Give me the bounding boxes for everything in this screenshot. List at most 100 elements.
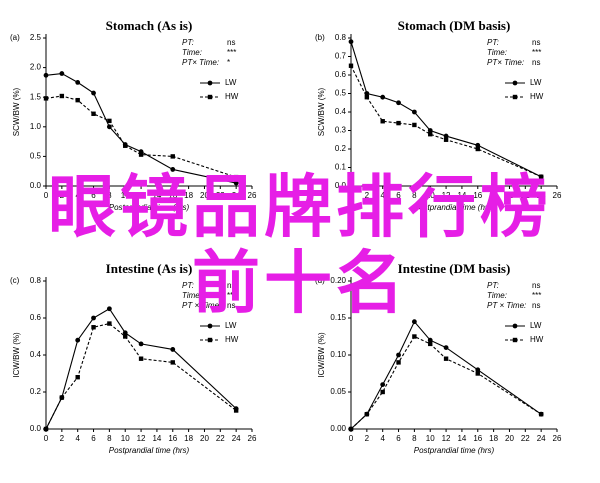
marker — [207, 323, 213, 329]
y-tick-label: 0.00 — [330, 424, 346, 433]
marker — [411, 319, 417, 325]
x-tick-label: 2 — [365, 434, 370, 443]
y-tick-label: 1.0 — [30, 122, 42, 131]
stat-value: * — [227, 58, 230, 67]
x-tick-label: 6 — [91, 434, 96, 443]
marker — [138, 356, 144, 361]
marker — [106, 124, 112, 130]
chart-title: Intestine (As is) — [106, 261, 193, 276]
y-axis-label: ICW/BW (%) — [317, 332, 326, 378]
stat-value: ns — [532, 58, 540, 67]
marker — [443, 137, 449, 142]
x-tick-label: 12 — [442, 191, 451, 200]
marker — [411, 109, 417, 115]
y-tick-label: 0.6 — [30, 313, 42, 322]
y-tick-label: 0.5 — [30, 152, 42, 161]
y-tick-label: 0.7 — [335, 52, 347, 61]
marker — [207, 94, 213, 100]
x-tick-label: 26 — [248, 434, 257, 443]
x-tick-label: 24 — [232, 191, 241, 200]
y-tick-label: 0.2 — [335, 144, 347, 153]
marker — [75, 80, 81, 85]
stat-value: ns — [227, 38, 235, 47]
stat-label: PT× Time: — [182, 58, 219, 67]
marker — [43, 96, 49, 101]
legend-label: LW — [530, 321, 542, 330]
marker — [233, 408, 239, 413]
panel-label: (a) — [10, 33, 20, 42]
x-tick-label: 8 — [412, 434, 417, 443]
x-tick-label: 20 — [200, 191, 209, 200]
y-axis-label: SCW/BW (%) — [317, 87, 326, 136]
x-tick-label: 24 — [232, 434, 241, 443]
x-tick-label: 4 — [75, 191, 80, 200]
y-tick-label: 0.10 — [330, 350, 346, 359]
marker — [233, 180, 239, 186]
overlay-text: 前十名 — [192, 245, 408, 324]
y-tick-label: 0.5 — [335, 89, 347, 98]
x-tick-label: 10 — [121, 434, 130, 443]
x-tick-label: 8 — [107, 191, 112, 200]
y-axis-label: SCW/BW (%) — [12, 87, 21, 136]
marker — [380, 382, 386, 387]
marker — [512, 80, 518, 86]
y-tick-label: 0.4 — [335, 107, 347, 116]
marker — [364, 95, 370, 100]
x-tick-label: 14 — [457, 191, 466, 200]
y-tick-label: 0.05 — [330, 387, 346, 396]
y-tick-label: 2.0 — [30, 63, 42, 72]
x-tick-label: 16 — [473, 434, 482, 443]
marker — [396, 352, 401, 358]
x-tick-label: 6 — [91, 191, 96, 200]
x-tick-label: 20 — [200, 434, 209, 443]
chart-title: Stomach (DM basis) — [398, 18, 511, 33]
marker — [443, 356, 449, 361]
marker — [538, 412, 544, 417]
marker — [75, 337, 81, 343]
y-tick-label: 0.0 — [30, 181, 42, 190]
marker — [348, 426, 354, 432]
marker — [59, 71, 65, 76]
y-tick-label: 0.0 — [30, 424, 42, 433]
x-tick-label: 20 — [505, 191, 514, 200]
series-line — [45, 95, 237, 178]
y-tick-label: 0.15 — [330, 313, 346, 322]
stat-label: PT × Time: — [487, 301, 526, 310]
marker — [170, 347, 176, 352]
marker — [475, 142, 481, 148]
x-axis-label: Postprandial time (hrs) — [414, 446, 495, 455]
stat-value: ns — [532, 301, 540, 310]
x-tick-label: 20 — [505, 434, 514, 443]
x-tick-label: 10 — [426, 434, 435, 443]
marker — [427, 128, 433, 133]
marker — [43, 426, 49, 432]
x-tick-label: 0 — [44, 434, 49, 443]
stat-label: PT× Time: — [487, 58, 524, 67]
stat-value: ns — [532, 281, 540, 290]
x-tick-label: 18 — [184, 191, 193, 200]
y-tick-label: 0.2 — [30, 387, 42, 396]
y-tick-label: 0.6 — [335, 70, 347, 79]
series-line — [350, 335, 542, 430]
x-tick-label: 12 — [137, 191, 146, 200]
y-tick-label: 0.20 — [330, 276, 346, 285]
marker — [43, 72, 49, 78]
x-tick-label: 14 — [152, 191, 161, 200]
x-tick-label: 26 — [248, 191, 257, 200]
marker — [233, 174, 239, 180]
marker — [170, 167, 176, 172]
marker — [123, 143, 128, 148]
x-tick-label: 18 — [489, 191, 498, 200]
marker — [512, 337, 518, 343]
x-tick-label: 14 — [152, 434, 161, 443]
marker — [475, 146, 480, 152]
marker — [380, 389, 385, 395]
x-tick-label: 22 — [521, 191, 530, 200]
x-tick-label: 18 — [489, 434, 498, 443]
series-line — [45, 72, 237, 184]
x-tick-label: 0 — [44, 191, 49, 200]
marker — [138, 152, 144, 157]
legend-label: HW — [530, 335, 544, 344]
marker — [75, 97, 80, 103]
